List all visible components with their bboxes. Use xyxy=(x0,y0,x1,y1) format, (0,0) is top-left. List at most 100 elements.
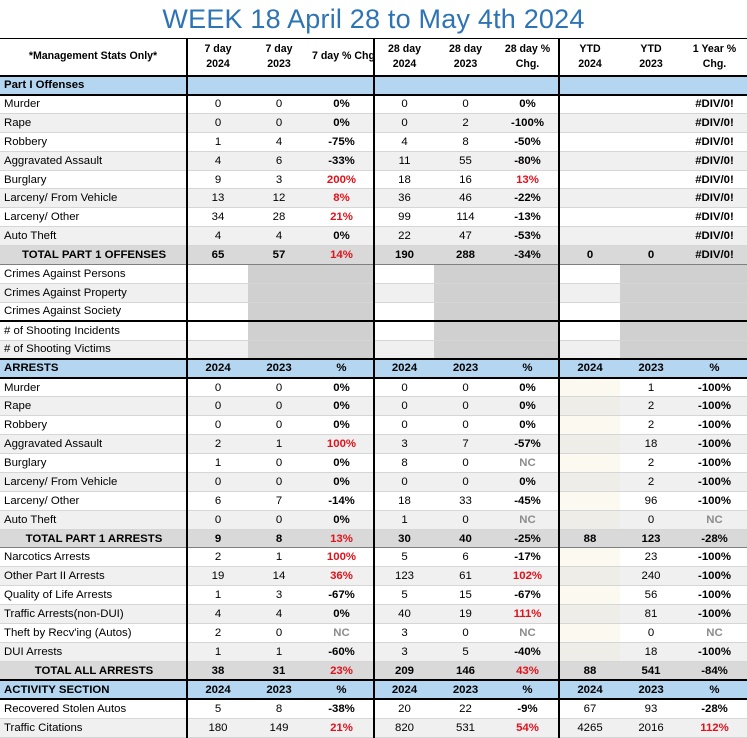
cell-value: 531 xyxy=(434,718,497,738)
cell-value xyxy=(620,188,682,209)
empty-cell xyxy=(248,264,310,284)
header-text: 2023 xyxy=(639,57,663,70)
cell-value: 40 xyxy=(434,528,497,549)
cell-value: 7 xyxy=(248,491,310,511)
header-text: 2024 xyxy=(206,57,230,70)
cell-value: 61 xyxy=(434,566,497,587)
cell-value: 6 xyxy=(248,151,310,171)
empty-cell xyxy=(373,340,434,360)
shooting-row: # of Shooting Victims xyxy=(0,340,747,360)
cell-value: 0 xyxy=(248,377,310,398)
cell-value: 1 xyxy=(373,510,434,530)
empty-cell xyxy=(373,283,434,303)
cell-value: 2 xyxy=(620,453,682,473)
cell-value xyxy=(620,226,682,247)
cell-value: -14% xyxy=(310,491,374,511)
empty-cell xyxy=(310,283,374,303)
cell-value: 13% xyxy=(310,528,374,549)
header-text: YTD xyxy=(579,42,601,55)
total-part1-offenses-row: TOTAL PART 1 OFFENSES 65 57 14% 190 288 -34% 0 0… xyxy=(0,245,747,266)
cell-value xyxy=(620,151,682,171)
cell-value: 100% xyxy=(310,547,374,568)
offense-row: Robbery 1 4 -75% 4 8 -50% #DIV/0! xyxy=(0,132,747,152)
row-label: Crimes Against Society xyxy=(0,302,187,323)
cell-value: 112% xyxy=(682,718,747,738)
section-activity-col-header: % xyxy=(310,679,374,701)
other-arrest-row: Theft by Recv'ing (Autos) 2 0 NC 3 0 NC 0 NC xyxy=(0,623,747,643)
cell-value: 47 xyxy=(434,226,497,247)
row-label: Robbery xyxy=(0,415,187,436)
cell-value: 288 xyxy=(434,245,497,266)
cell-value: 0 xyxy=(248,623,310,643)
cell-value: 4 xyxy=(248,226,310,247)
row-label: Crimes Against Property xyxy=(0,283,187,303)
row-label: Murder xyxy=(0,94,187,114)
cell-value xyxy=(558,604,620,625)
cell-value: 0 xyxy=(434,453,497,473)
cell-value: 0% xyxy=(310,377,374,398)
empty-cell xyxy=(186,283,248,303)
row-label: Aggravated Assault xyxy=(0,151,187,171)
cell-value: 56 xyxy=(620,585,682,606)
cell-value: 9 xyxy=(186,170,248,190)
cell-value: 46 xyxy=(434,188,497,209)
empty-cell xyxy=(497,340,559,360)
cell-value: 0 xyxy=(620,510,682,530)
cell-value: NC xyxy=(682,623,747,643)
empty-cell xyxy=(248,283,310,303)
section-arrests-col-header: 2024 xyxy=(558,357,620,379)
section-activity: ACTIVITY SECTION 2024 2023% 2024 2023% 2024 20… xyxy=(0,679,747,701)
row-label: DUI Arrests xyxy=(0,642,187,662)
empty-cell xyxy=(620,264,682,284)
cell-value: 65 xyxy=(186,245,248,266)
row-label: Other Part II Arrests xyxy=(0,566,187,587)
section-activity-col-header: 2024 xyxy=(373,679,434,701)
cell-value: 0% xyxy=(310,94,374,114)
cell-value: 0 xyxy=(434,377,497,398)
cell-value: 67 xyxy=(558,699,620,719)
empty-cell xyxy=(310,264,374,284)
cell-value: 0 xyxy=(186,510,248,530)
cell-value xyxy=(558,510,620,530)
row-label: Recovered Stolen Autos xyxy=(0,699,187,719)
cell-value: 0 xyxy=(248,94,310,114)
cell-value xyxy=(558,396,620,417)
cell-value: -45% xyxy=(497,491,559,511)
empty-cell xyxy=(682,283,747,303)
cell-value: NC xyxy=(497,453,559,473)
cell-value xyxy=(558,547,620,568)
section-activity-col-header: % xyxy=(682,679,747,701)
cell-value: 1 xyxy=(186,453,248,473)
cell-value: 11 xyxy=(373,151,434,171)
empty-cell xyxy=(620,321,682,341)
cell-value: 200% xyxy=(310,170,374,190)
empty-cell xyxy=(186,264,248,284)
header-ytd-2024: YTD 2024 xyxy=(558,38,620,77)
header-7day-chg: 7 day % Chg. xyxy=(310,38,374,77)
cell-value: -60% xyxy=(310,642,374,662)
cell-value: 33 xyxy=(434,491,497,511)
cell-value: 14 xyxy=(248,566,310,587)
cell-value: 0% xyxy=(310,415,374,436)
other-arrest-row: Narcotics Arrests 2 1 100% 5 6 -17% 23 -100% xyxy=(0,547,747,568)
cell-value: 21% xyxy=(310,718,374,738)
row-label: Murder xyxy=(0,377,187,398)
total-all-arrests-row: TOTAL ALL ARRESTS 38 31 23% 209 146 43% 88 541 -8… xyxy=(0,660,747,681)
cell-value: 21% xyxy=(310,207,374,228)
section-part1-offenses-col-header xyxy=(310,74,374,96)
empty-cell xyxy=(497,302,559,323)
header-28day-2024: 28 day 2024 xyxy=(373,38,434,77)
row-label: Crimes Against Persons xyxy=(0,264,187,284)
cell-value xyxy=(620,170,682,190)
cell-value xyxy=(558,642,620,662)
cell-value: 0 xyxy=(373,113,434,133)
cell-value: 40 xyxy=(373,604,434,625)
cell-value: 4265 xyxy=(558,718,620,738)
cell-value: 4 xyxy=(373,132,434,152)
empty-cell xyxy=(310,340,374,360)
cell-value: 0% xyxy=(497,377,559,398)
cell-value: 4 xyxy=(186,151,248,171)
cell-value: #DIV/0! xyxy=(682,170,747,190)
cell-value: 0 xyxy=(248,113,310,133)
empty-cell xyxy=(373,321,434,341)
